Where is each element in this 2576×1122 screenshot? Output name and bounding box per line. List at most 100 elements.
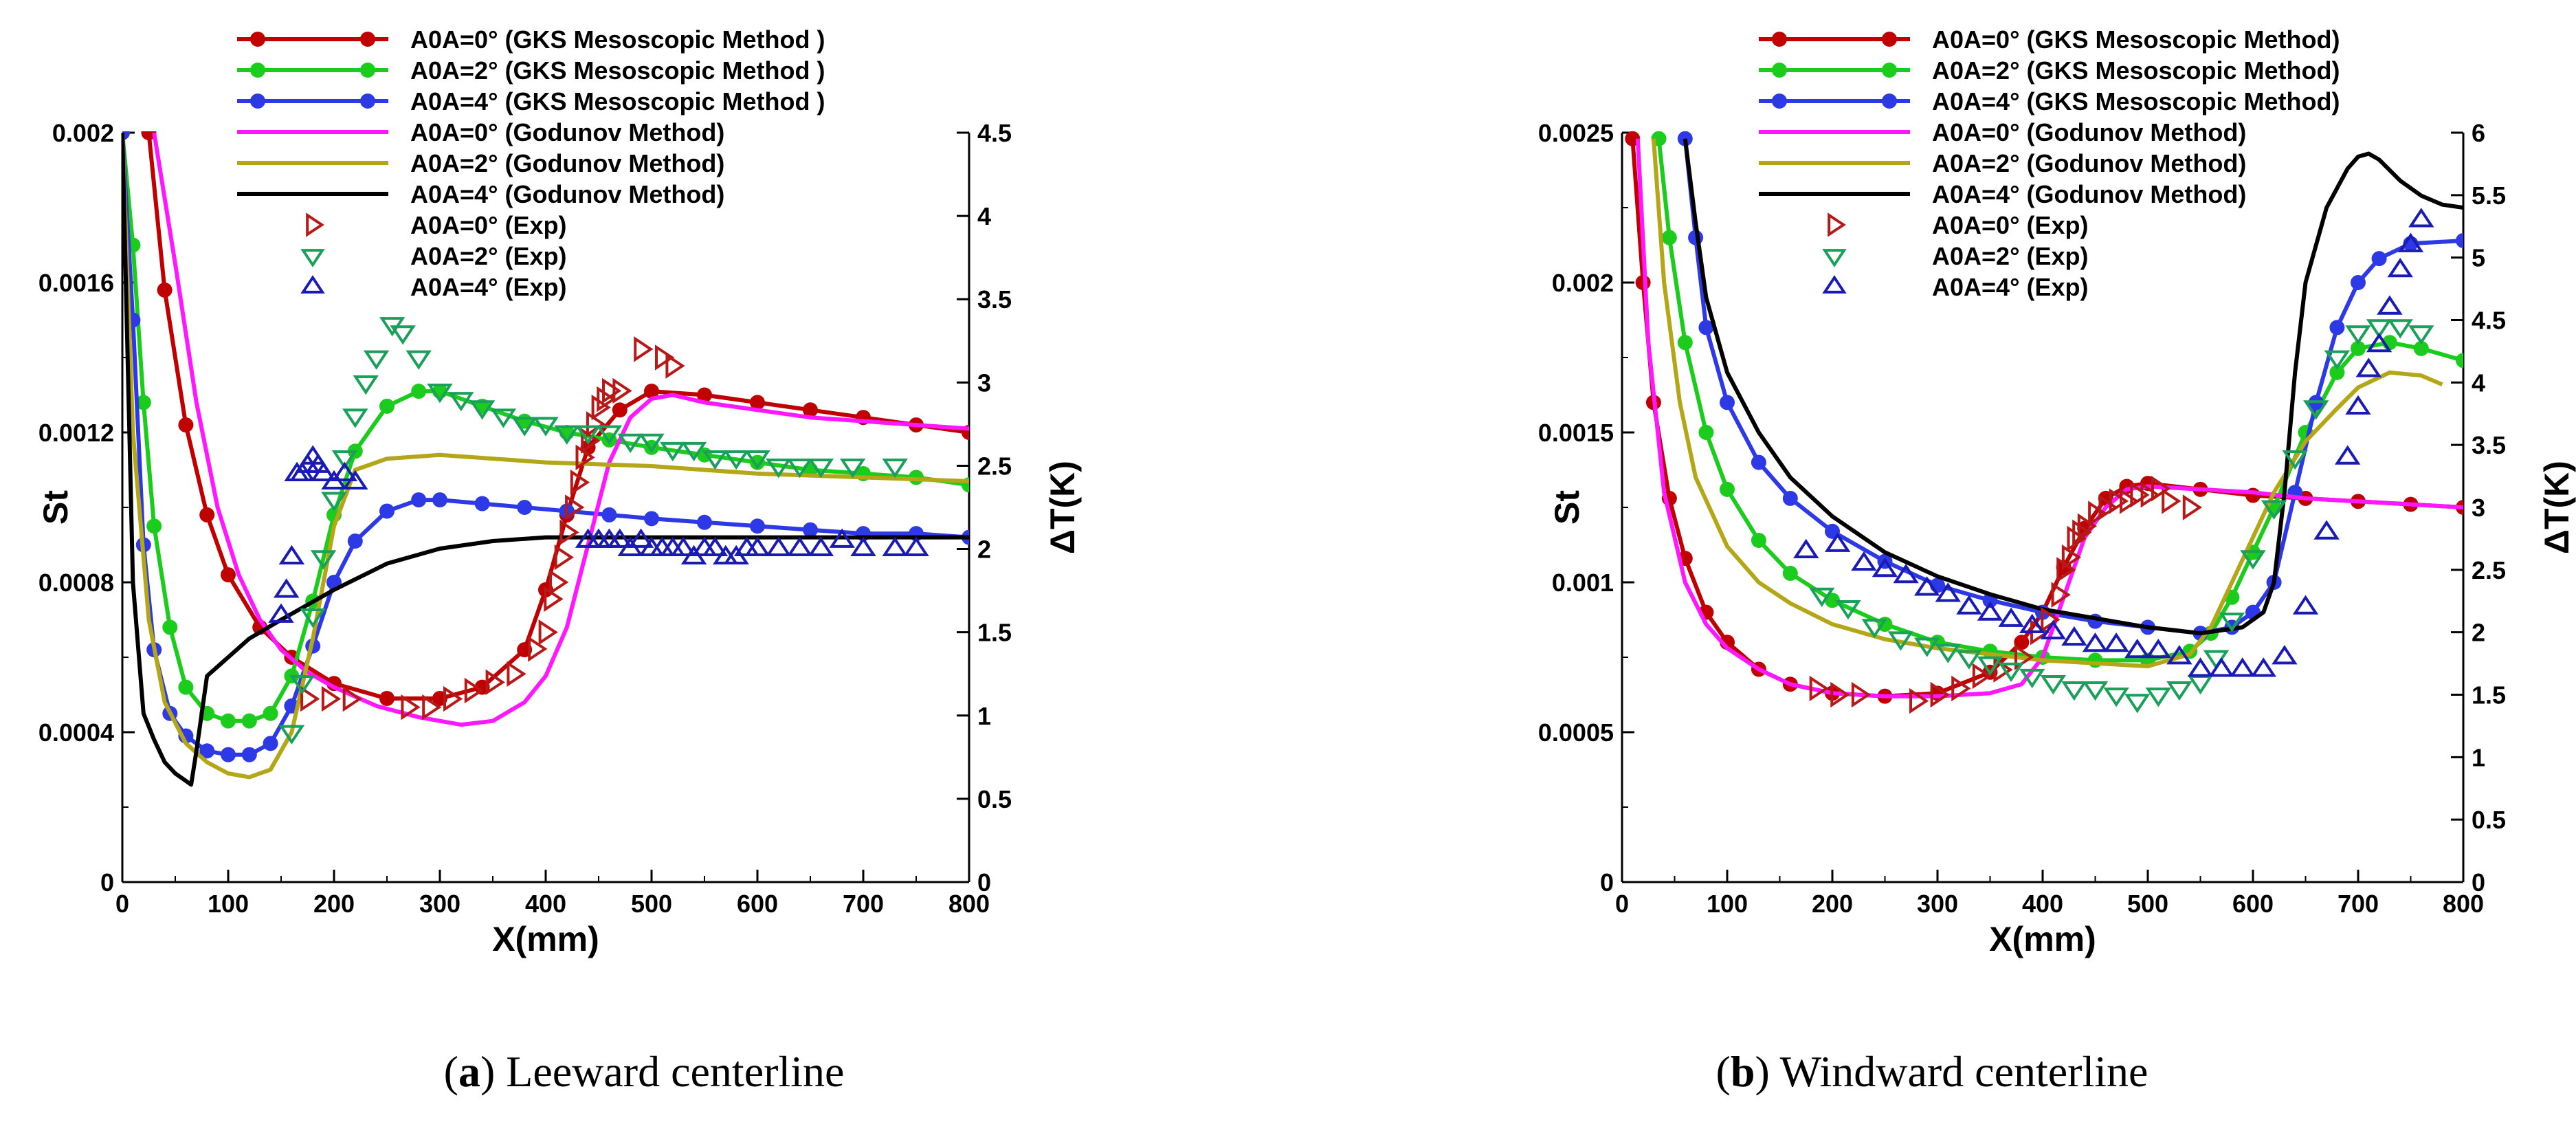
chartb-series-9-marker bbox=[2103, 632, 2129, 652]
chartb-series-8-marker bbox=[2040, 674, 2067, 695]
chartb-series-3-point bbox=[2456, 232, 2463, 248]
charta-series-8-marker bbox=[511, 417, 537, 437]
charta-series-8-marker bbox=[575, 425, 601, 445]
chartb-legend-label: A0A=0° (Godunov Method) bbox=[1932, 118, 2246, 146]
charta-series-9-marker bbox=[786, 536, 813, 556]
charta-series-1-point bbox=[178, 417, 194, 433]
chartb-y-tick-label: 0.001 bbox=[1552, 569, 1614, 597]
charta-series-4-line bbox=[152, 132, 969, 727]
chartb-series-9-marker bbox=[1793, 538, 1819, 558]
chartb-series-8-marker bbox=[1808, 587, 1835, 608]
charta-x-tick-label: 600 bbox=[737, 890, 778, 918]
charta-series-1-point bbox=[697, 387, 712, 403]
chartb-series-3-point bbox=[1720, 395, 1735, 410]
charta-legend-swatch bbox=[300, 275, 325, 294]
charta-plot-area bbox=[122, 131, 969, 787]
charta-series-3-point bbox=[697, 514, 712, 530]
charta-legend-dot bbox=[250, 63, 265, 78]
charta-series-8-marker bbox=[882, 459, 908, 478]
chartb-series-2-point bbox=[1751, 532, 1766, 548]
chartb-legend-label: A0A=2° (Exp) bbox=[1932, 242, 2088, 270]
charta-series-7-marker bbox=[559, 519, 579, 546]
charta-series-9-marker bbox=[808, 536, 834, 556]
charta-x-axis-label: X(mm) bbox=[492, 920, 599, 958]
charta-series-3-point bbox=[803, 522, 818, 538]
charta-series-8-marker bbox=[744, 450, 770, 470]
chartb-legend-label: A0A=4° (Godunov Method) bbox=[1932, 180, 2246, 208]
chartb-series-8-marker bbox=[2366, 319, 2392, 339]
chartb-series-7-marker bbox=[1909, 688, 1929, 714]
charta-legend-dot bbox=[250, 32, 265, 47]
charta-y2-tick-label: 0.5 bbox=[977, 785, 1012, 813]
chartb-x-axis-label: X(mm) bbox=[1989, 920, 2096, 958]
charta-series-7-marker bbox=[485, 669, 505, 696]
charta-series-7-marker bbox=[549, 569, 569, 595]
charta-series-8-marker bbox=[390, 325, 416, 345]
chartb-legend-label: A0A=4° (GKS Mesoscopic Method) bbox=[1932, 87, 2340, 116]
charta-series-7-marker bbox=[554, 544, 574, 571]
charta-series-7-marker bbox=[528, 636, 548, 662]
charta-series-8-marker bbox=[766, 459, 792, 478]
charta-series-7-marker bbox=[602, 377, 622, 404]
chartb-series-9-marker bbox=[2229, 657, 2256, 677]
charta-series-7-marker bbox=[581, 428, 601, 454]
chartb-y2-tick-label: 5.5 bbox=[2472, 182, 2506, 210]
charta-legend: A0A=0° (GKS Mesoscopic Method )A0A=2° (G… bbox=[237, 25, 825, 301]
charta-legend-label: A0A=0° (Godunov Method) bbox=[410, 118, 724, 146]
chartb-series-8-marker bbox=[2387, 319, 2413, 339]
chartb-series-8-marker bbox=[2166, 681, 2192, 701]
charta-series-2-point bbox=[750, 454, 765, 470]
chartb-y2-tick-label: 1 bbox=[2472, 743, 2485, 771]
charta-legend-label: A0A=2° (Exp) bbox=[410, 242, 566, 270]
charta-legend-label: A0A=4° (Exp) bbox=[410, 273, 566, 301]
charta-series-9-marker bbox=[882, 536, 908, 556]
charta-series-8-marker bbox=[808, 459, 834, 478]
charta-series-9-marker bbox=[702, 536, 729, 556]
chartb-x-tick-label: 800 bbox=[2443, 890, 2484, 918]
chartb-x-tick-label: 200 bbox=[1812, 890, 1853, 918]
charta-y-axis-label: St bbox=[36, 490, 75, 525]
chartb-series-9-marker bbox=[1824, 532, 1851, 552]
chartb-series-2-point bbox=[1677, 335, 1693, 351]
chartb-x-tick-label: 0 bbox=[1615, 890, 1629, 918]
charta-series-5-line bbox=[122, 132, 969, 780]
chartb-series-8-marker bbox=[2019, 668, 2045, 689]
charta-series-8-marker bbox=[723, 450, 749, 470]
chartb-series-7-marker bbox=[1951, 675, 1971, 702]
charta-x-tick-label: 0 bbox=[115, 890, 129, 918]
charta-series-7-marker bbox=[591, 394, 611, 421]
chartb-series-8-marker bbox=[1935, 644, 1962, 663]
charta-series-9-marker bbox=[331, 461, 358, 481]
chartb-y-axis-label: St bbox=[1548, 490, 1586, 525]
chartb-series-2-point bbox=[1782, 565, 1798, 581]
charta-series-7-marker bbox=[300, 685, 320, 712]
charta-legend-label: A0A=0° (Exp) bbox=[410, 211, 566, 239]
charta-series-7-marker bbox=[538, 619, 558, 646]
charta-series-2-point bbox=[411, 384, 427, 399]
chartb-series-8-marker bbox=[2324, 350, 2351, 370]
charta-series-8-marker bbox=[639, 433, 665, 453]
chartb-series-9-marker bbox=[2355, 358, 2382, 377]
charta-series-7-marker bbox=[422, 694, 442, 720]
chartb-series-7-marker bbox=[2061, 544, 2082, 571]
charta-series-2-point bbox=[178, 679, 194, 695]
charta-series-9-marker bbox=[766, 536, 792, 556]
charta-legend-label: A0A=4° (Godunov Method) bbox=[410, 180, 724, 208]
chartb-series-8-marker bbox=[1861, 619, 1887, 639]
chartb-series-2-point bbox=[1720, 481, 1735, 497]
charta-series-3-point bbox=[644, 511, 659, 527]
chartb-series-7-marker bbox=[2109, 488, 2129, 514]
chartb-y2-tick-label: 4.5 bbox=[2472, 307, 2506, 335]
charta-series-8-marker bbox=[353, 375, 379, 395]
charta-legend-label: A0A=2° (Godunov Method) bbox=[410, 149, 724, 177]
chartb-series-7-marker bbox=[2072, 519, 2092, 546]
chartb-series-7-marker bbox=[2182, 494, 2203, 520]
chartb-series-8-marker bbox=[2303, 400, 2329, 420]
chartb-y-tick-label: 0.0025 bbox=[1538, 119, 1614, 147]
caption-a-text: Leeward centerline bbox=[506, 1047, 845, 1096]
charta-series-1-point bbox=[644, 384, 659, 399]
charta-series-8-marker bbox=[363, 350, 390, 370]
chartb-series-9-marker bbox=[2345, 395, 2371, 415]
charta-series-8-marker bbox=[331, 450, 358, 470]
chartb-series-8-marker bbox=[2145, 688, 2172, 707]
